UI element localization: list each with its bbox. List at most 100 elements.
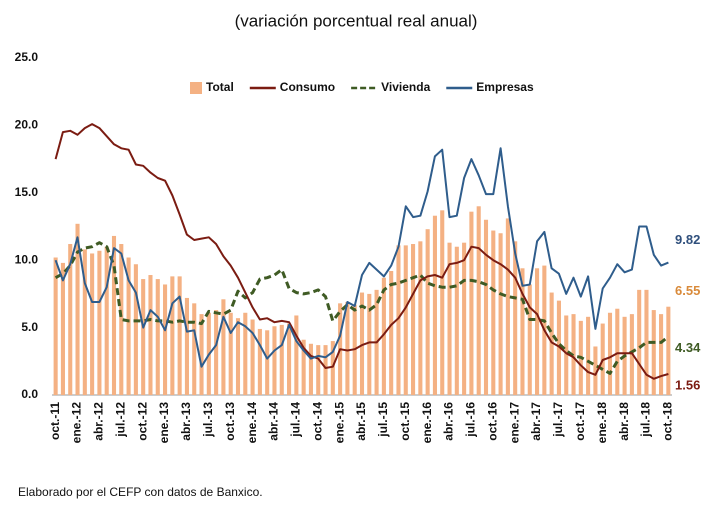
- x-tick-label: abr.-15: [354, 402, 368, 441]
- x-tick-label: oct.-17: [573, 402, 587, 441]
- bar: [462, 242, 467, 395]
- bar: [60, 262, 65, 395]
- bar: [184, 297, 189, 395]
- end-label: 9.82: [675, 232, 700, 247]
- bar: [126, 257, 131, 395]
- line: [54, 241, 670, 375]
- bar: [323, 345, 328, 395]
- bar: [666, 306, 671, 395]
- bar: [104, 246, 109, 395]
- bar: [651, 310, 656, 395]
- bar: [199, 314, 204, 395]
- legend-label: Vivienda: [381, 80, 430, 94]
- bar: [177, 276, 182, 395]
- bar: [411, 244, 416, 395]
- bar: [447, 242, 452, 395]
- bar: [505, 218, 510, 395]
- bar: [549, 292, 554, 395]
- bar: [454, 246, 459, 395]
- bar: [637, 289, 642, 395]
- end-label: 6.55: [675, 283, 700, 298]
- bar: [476, 206, 481, 395]
- bar: [607, 312, 613, 395]
- bar: [170, 276, 175, 395]
- x-tick-label: oct.-14: [310, 402, 324, 441]
- bar: [243, 312, 248, 395]
- bar: [403, 245, 408, 395]
- bar: [294, 315, 299, 395]
- legend-label: Consumo: [280, 80, 335, 94]
- x-tick-label: oct.-18: [661, 402, 675, 441]
- x-tick-label: ene.-13: [157, 402, 171, 444]
- end-label: 4.34: [675, 340, 701, 355]
- y-tick-label: 25.0: [15, 50, 39, 64]
- bar: [440, 210, 445, 395]
- bar: [513, 241, 518, 395]
- x-tick-label: ene.-14: [245, 402, 259, 444]
- bar: [68, 244, 73, 395]
- bar: [133, 264, 138, 395]
- bar: [111, 235, 117, 395]
- x-tick-label: abr.-14: [267, 402, 281, 441]
- bar: [432, 215, 437, 395]
- x-tick-label: abr.-16: [442, 402, 456, 441]
- bar: [527, 284, 532, 395]
- y-tick-label: 15.0: [15, 185, 39, 199]
- legend-label: Total: [206, 80, 234, 94]
- bar: [221, 299, 226, 395]
- bar: [53, 257, 58, 395]
- bar: [498, 233, 503, 395]
- bar: [659, 314, 664, 395]
- bar: [535, 268, 540, 395]
- bar: [396, 245, 401, 395]
- x-tick-label: ene.-16: [420, 402, 434, 444]
- bar: [345, 301, 350, 395]
- bar: [235, 318, 241, 395]
- y-tick-label: 5.0: [21, 320, 38, 334]
- x-tick-label: oct.-12: [135, 402, 149, 441]
- bar: [389, 270, 394, 395]
- line: [54, 123, 669, 380]
- bar: [97, 250, 102, 395]
- bar: [615, 308, 620, 395]
- x-tick-label: jul.-18: [639, 402, 653, 438]
- end-label: 1.56: [675, 377, 700, 392]
- bar: [192, 303, 197, 395]
- bar: [469, 211, 474, 395]
- bar: [214, 310, 219, 395]
- bar: [644, 289, 649, 395]
- bar: [279, 324, 284, 395]
- bar: [265, 330, 270, 395]
- bar: [491, 230, 496, 395]
- x-tick-label: ene.-17: [507, 402, 521, 444]
- bar: [308, 343, 313, 395]
- bar: [586, 316, 591, 395]
- bar: [301, 339, 306, 395]
- bar: [381, 277, 386, 395]
- bar: [330, 341, 335, 395]
- bar: [257, 328, 262, 395]
- bar: [593, 346, 598, 395]
- x-tick-label: abr.-18: [617, 402, 631, 441]
- bar: [82, 249, 87, 395]
- x-tick-label: abr.-17: [529, 402, 543, 441]
- x-tick-label: ene.-18: [595, 402, 609, 444]
- bar: [520, 268, 525, 395]
- x-tick-label: oct.-13: [223, 402, 237, 441]
- x-tick-label: oct.-16: [485, 402, 499, 441]
- bar: [359, 292, 365, 395]
- x-tick-label: oct.-11: [48, 402, 62, 440]
- bar: [272, 326, 277, 395]
- line: [54, 147, 669, 368]
- bar: [250, 319, 255, 395]
- bar: [141, 279, 146, 395]
- x-tick-label: jul.-12: [113, 402, 127, 438]
- bar: [75, 223, 80, 395]
- y-tick-label: 10.0: [15, 252, 39, 266]
- bar: [425, 229, 430, 395]
- bar: [163, 284, 168, 395]
- chart-title: (variación porcentual real anual): [235, 11, 478, 30]
- x-tick-label: abr.-13: [179, 402, 193, 441]
- x-tick-label: abr.-12: [92, 402, 106, 441]
